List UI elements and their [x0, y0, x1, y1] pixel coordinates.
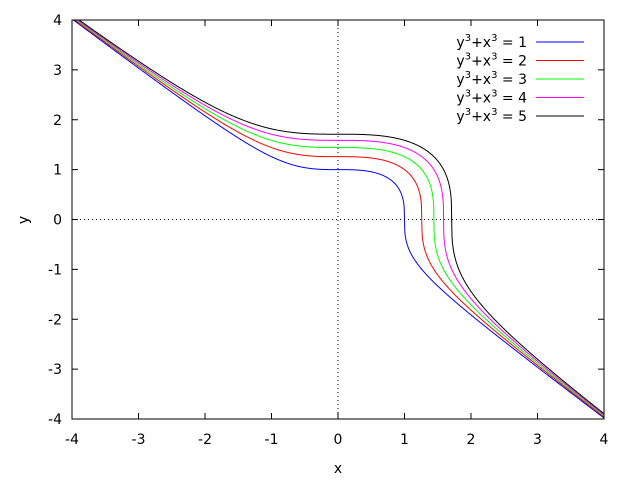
- x-tick-label: -4: [65, 432, 79, 448]
- y-tick-label: -2: [48, 312, 62, 328]
- legend-label: y3+x3 = 1: [456, 33, 527, 51]
- x-tick-label: -3: [132, 432, 146, 448]
- zero-axes: [72, 20, 604, 419]
- y-tick-label: -3: [48, 362, 62, 378]
- legend-label: y3+x3 = 2: [456, 52, 527, 70]
- x-axis-label: x: [334, 461, 342, 477]
- x-tick-label: -2: [198, 432, 212, 448]
- y-tick-label: 0: [53, 213, 62, 229]
- y-tick-label: 2: [53, 113, 62, 129]
- y-tick-label: 1: [53, 163, 62, 179]
- x-tick-labels: -4 -3 -2 -1 0 1 2 3 4: [65, 432, 609, 448]
- x-tick-label: 4: [600, 432, 609, 448]
- x-tick-label: 3: [533, 432, 542, 448]
- x-tick-label: 0: [334, 432, 343, 448]
- legend-label: y3+x3 = 4: [456, 89, 527, 107]
- y-tick-label: -1: [48, 262, 62, 278]
- legend: y3+x3 = 1y3+x3 = 2y3+x3 = 3y3+x3 = 4y3+x…: [456, 33, 584, 125]
- x-tick-label: -1: [265, 432, 279, 448]
- series-line-5: [75, 19, 605, 415]
- series-line-4: [74, 19, 605, 416]
- x-tick-label: 2: [467, 432, 476, 448]
- ticks: [71, 19, 605, 420]
- curves: [72, 19, 605, 419]
- y-tick-label: 4: [53, 13, 62, 29]
- y-tick-label: 3: [53, 63, 62, 79]
- legend-label: y3+x3 = 3: [456, 70, 527, 88]
- y-axis-label: y: [16, 216, 32, 224]
- series-line-2: [72, 19, 605, 418]
- legend-label: y3+x3 = 5: [456, 107, 527, 125]
- series-line-3: [73, 19, 605, 417]
- series-line-1: [72, 19, 605, 419]
- x-tick-label: 1: [400, 432, 409, 448]
- y-tick-labels: -4 -3 -2 -1 0 1 2 3 4: [48, 13, 62, 428]
- y-tick-label: -4: [48, 412, 62, 428]
